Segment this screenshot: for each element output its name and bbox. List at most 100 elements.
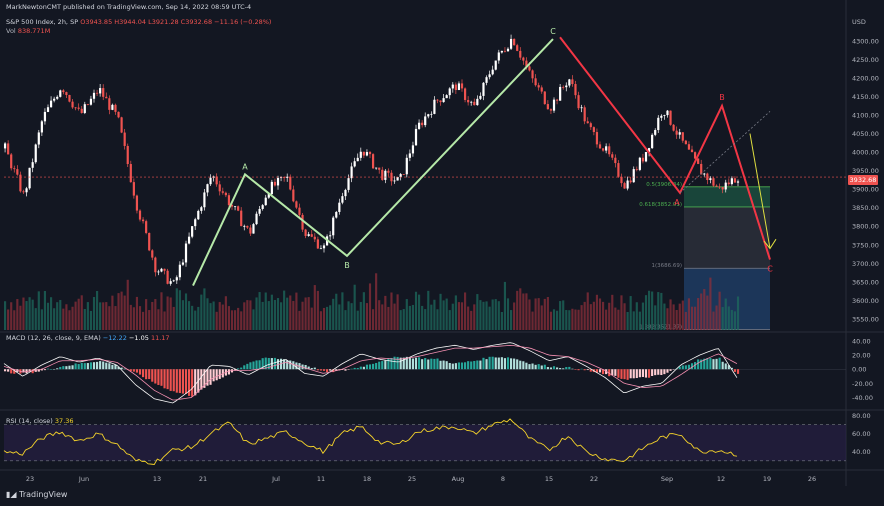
macd-histogram-bar (565, 367, 568, 370)
fib-zone-1-1.382 (684, 268, 770, 330)
candle-body (583, 107, 586, 122)
x-tick-label: 12 (717, 475, 725, 483)
candle-body (200, 207, 203, 211)
macd-histogram-bar (488, 356, 491, 370)
macd-tick-label: 40.00 (852, 338, 871, 346)
volume-bar (304, 297, 307, 330)
candle-body (605, 146, 608, 151)
x-tick-label: 8 (501, 475, 505, 483)
candle-body (402, 174, 405, 175)
volume-bar (436, 309, 439, 330)
candle-body (445, 95, 448, 99)
candle-body (359, 151, 362, 158)
candle-body (258, 208, 261, 214)
volume-bar (111, 295, 114, 330)
candle-body (381, 169, 384, 180)
macd-histogram-bar (267, 357, 270, 370)
macd-histogram-bar (215, 369, 218, 381)
volume-bar (224, 296, 227, 330)
volume-bar (724, 298, 727, 330)
candle-body (580, 107, 583, 109)
candle-body (552, 99, 556, 111)
candle-body (10, 154, 13, 169)
macd-histogram-bar (4, 369, 7, 372)
candle-body (175, 277, 178, 281)
candle-body (206, 184, 209, 193)
volume-bar (215, 311, 218, 330)
volume-bar (528, 299, 531, 330)
volume-bar (160, 292, 163, 330)
candle-body (470, 101, 473, 103)
macd-histogram-bar (157, 369, 160, 385)
candle-body (427, 114, 430, 117)
volume-bar (138, 306, 142, 330)
volume-bar (687, 298, 691, 330)
volume-bar (421, 305, 424, 330)
candle-body (233, 206, 237, 208)
candle-body (108, 98, 111, 110)
macd-histogram-bar (687, 364, 691, 370)
macd-histogram-bar (602, 369, 605, 375)
volume-label: Vol (6, 27, 16, 35)
candle-body (562, 86, 565, 88)
x-tick-label: 11 (317, 475, 325, 483)
candle-body (730, 178, 733, 185)
volume-bar (467, 306, 470, 330)
candle-body (709, 178, 712, 181)
candle-body (138, 210, 142, 220)
price-tick-label: 3950.00 (852, 167, 879, 175)
volume-bar (396, 294, 399, 330)
volume-bar (25, 301, 28, 330)
macd-histogram-bar (65, 366, 68, 370)
macd-histogram-bar (568, 366, 571, 370)
volume-bar (684, 311, 687, 330)
macd-histogram-bar (375, 362, 378, 370)
volume-bar (543, 298, 546, 330)
macd-histogram-bar (160, 369, 163, 386)
macd-histogram-bar (681, 365, 684, 370)
candle-body (344, 189, 347, 197)
volume-bar (4, 301, 7, 330)
volume-bar (608, 302, 611, 330)
candle-body (163, 268, 166, 271)
macd-histogram-bar (132, 369, 135, 372)
candle-body (727, 182, 730, 185)
volume-bar (430, 304, 433, 330)
candle-body (227, 195, 231, 206)
candle-body (660, 115, 663, 118)
candle-body (592, 127, 595, 133)
volume-bar (381, 304, 384, 330)
candle-body (390, 172, 393, 182)
macd-histogram-bar (43, 369, 47, 371)
volume-bar (522, 293, 525, 330)
price-tick-label: 4250.00 (852, 56, 879, 64)
volume-bar (209, 303, 212, 330)
forecast-arrow (749, 133, 771, 249)
candle-body (430, 113, 433, 115)
volume-bar (65, 304, 68, 330)
candle-body (623, 183, 626, 189)
x-tick-label: Sep (661, 475, 673, 483)
candle-body (571, 79, 574, 85)
volume-bar (617, 309, 620, 330)
volume-bar (71, 306, 74, 330)
candle-body (347, 178, 350, 190)
volume-bar (46, 302, 50, 330)
macd-histogram-bar (212, 369, 215, 382)
candle-body (95, 92, 99, 94)
candle-body (264, 197, 267, 206)
volume-bar (249, 300, 252, 330)
candle-body (261, 205, 264, 209)
volume-bar (694, 306, 697, 330)
macd-legend: MACD (12, 26, close, 9, EMA) −12.22 −1.0… (6, 334, 170, 342)
macd-histogram-bar (372, 363, 375, 370)
candle-body (71, 101, 74, 108)
price-tick-label: 3700.00 (852, 260, 879, 268)
volume-bar (347, 301, 350, 330)
volume-bar (393, 303, 396, 330)
volume-bar (261, 301, 264, 330)
volume-bar (270, 294, 273, 330)
macd-histogram-bar (522, 361, 525, 370)
volume-bar (730, 309, 733, 330)
volume-bar (191, 305, 194, 330)
